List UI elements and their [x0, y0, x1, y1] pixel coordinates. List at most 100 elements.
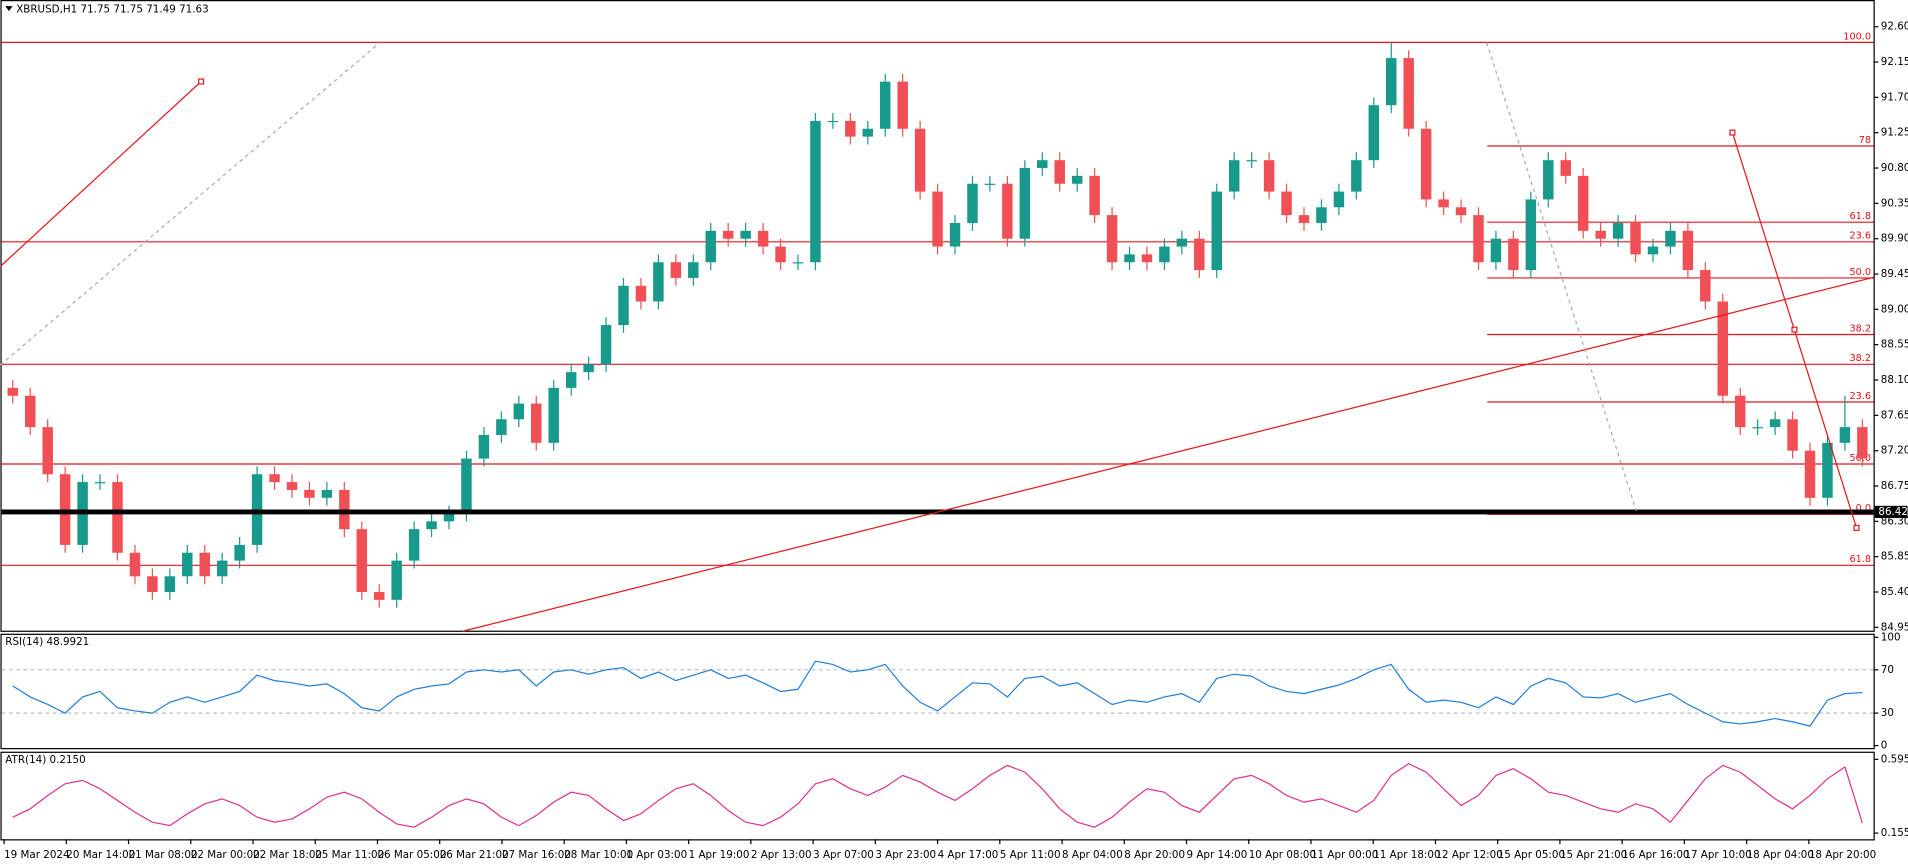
- x-tick-label: 25 Mar 11:00: [315, 849, 384, 861]
- rsi-pane: [0, 633, 1875, 750]
- y-tick-label: 88.10: [1881, 374, 1908, 386]
- y-tick-label: 90.35: [1881, 197, 1908, 209]
- x-tick-label: 8 Apr 04:00: [1062, 849, 1123, 861]
- candle-body: [199, 552, 210, 577]
- y-tick-label: 92.15: [1881, 56, 1908, 68]
- last-price-box: [1874, 505, 1908, 518]
- candle-body: [182, 552, 193, 577]
- candle-body: [635, 285, 647, 302]
- candle-body: [1647, 246, 1659, 255]
- anchor[interactable]: [1791, 326, 1798, 333]
- candle-body: [1228, 160, 1240, 192]
- x-tick-label: 11 Apr 00:00: [1311, 849, 1378, 861]
- candle-body: [1734, 395, 1746, 428]
- candle-body: [25, 395, 36, 428]
- candle-body: [1368, 105, 1380, 161]
- candle-body: [1019, 168, 1031, 239]
- y-tick-label: 70: [1881, 664, 1894, 676]
- level-label: 23.6: [1849, 231, 1871, 242]
- trendline: [0, 81, 202, 267]
- candle-body: [286, 482, 298, 490]
- candle-body: [1804, 450, 1816, 498]
- candle-body: [234, 544, 245, 561]
- candle-body: [1490, 238, 1502, 263]
- fib-baseline: [1486, 42, 1637, 512]
- candle-body: [1124, 254, 1135, 263]
- y-tick-label: 89.90: [1881, 233, 1908, 245]
- candle-body: [967, 183, 978, 223]
- x-tick-label: 21 Mar 08:00: [129, 849, 198, 861]
- candle-body: [705, 230, 716, 263]
- candle-body: [1054, 160, 1065, 184]
- y-tick-label: 85.85: [1881, 551, 1908, 563]
- y-tick-label: 0.5958: [1881, 753, 1908, 765]
- candle-body: [827, 120, 839, 123]
- candle-body: [1769, 419, 1781, 428]
- x-tick-label: 15 Apr 05:00: [1498, 849, 1565, 861]
- candle-body: [1665, 230, 1676, 247]
- candle-body: [1246, 160, 1257, 162]
- fib-label: 61.8: [1849, 211, 1871, 222]
- y-tick-label: 86.75: [1881, 480, 1908, 492]
- candle-body: [1752, 427, 1763, 429]
- y-tick-label: 100: [1881, 631, 1901, 643]
- y-tick-label: 87.20: [1881, 445, 1908, 457]
- y-tick-label: 0: [1881, 740, 1888, 752]
- y-tick-label: 89.00: [1881, 303, 1908, 315]
- candle-body: [1420, 128, 1432, 200]
- fib-label: 0.0: [1856, 503, 1871, 514]
- candle-body: [1194, 238, 1205, 271]
- x-tick-label: 2 Apr 13:00: [751, 849, 812, 861]
- x-tick-label: 3 Apr 23:00: [875, 849, 936, 861]
- candle-body: [775, 246, 786, 263]
- candle-body: [478, 434, 490, 459]
- candle-body: [147, 576, 158, 592]
- x-tick-label: 17 Apr 10:00: [1684, 849, 1751, 861]
- x-tick-label: 1 Apr 19:00: [689, 849, 750, 861]
- candle-body: [548, 387, 559, 443]
- candle-body: [1577, 175, 1589, 231]
- trendline: [462, 276, 1874, 632]
- x-tick-label: 16 Apr 16:00: [1622, 849, 1689, 861]
- y-tick-label: 91.70: [1881, 91, 1908, 103]
- candle-body: [914, 128, 926, 192]
- candle-body: [1630, 222, 1641, 255]
- candle-body: [1281, 191, 1292, 216]
- y-tick-label: 30: [1881, 707, 1894, 719]
- candle-body: [1857, 427, 1868, 459]
- candle-body: [1682, 230, 1694, 271]
- x-tick-label: 20 Mar 14:00: [66, 849, 135, 861]
- x-tick-label: 22 Mar 00:00: [191, 849, 260, 861]
- x-tick-label: 1 Apr 03:00: [626, 849, 687, 861]
- candle-body: [688, 262, 699, 278]
- anchor[interactable]: [1853, 524, 1860, 531]
- candle-body: [129, 552, 141, 577]
- anchor[interactable]: [198, 78, 205, 85]
- atr-header: ATR(14) 0.2150: [5, 754, 85, 766]
- candle-body: [112, 482, 123, 553]
- candle-body: [94, 482, 106, 484]
- candle-body: [1002, 183, 1013, 239]
- candle-body: [565, 372, 577, 388]
- last-price-label: 86.42: [1878, 506, 1908, 518]
- candle-body: [408, 529, 420, 561]
- candle-body: [1822, 442, 1833, 498]
- x-tick-label: 9 Apr 14:00: [1187, 849, 1248, 861]
- menu-triangle[interactable]: [5, 6, 13, 11]
- fib-label: 78: [1859, 135, 1871, 146]
- candle-body: [1403, 58, 1414, 129]
- indicator-line: [12, 763, 1863, 828]
- candle-body: [792, 262, 804, 264]
- candle-body: [1612, 222, 1624, 239]
- x-tick-label: 27 Mar 16:00: [502, 849, 571, 861]
- x-tick-label: 15 Apr 21:00: [1560, 849, 1627, 861]
- candle-body: [373, 591, 385, 600]
- candle-body: [1438, 199, 1449, 208]
- candle-body: [1508, 238, 1519, 271]
- candle-body: [426, 521, 437, 530]
- fib-label: 50.0: [1849, 267, 1871, 278]
- anchor[interactable]: [1729, 129, 1736, 136]
- candle-body: [984, 183, 996, 185]
